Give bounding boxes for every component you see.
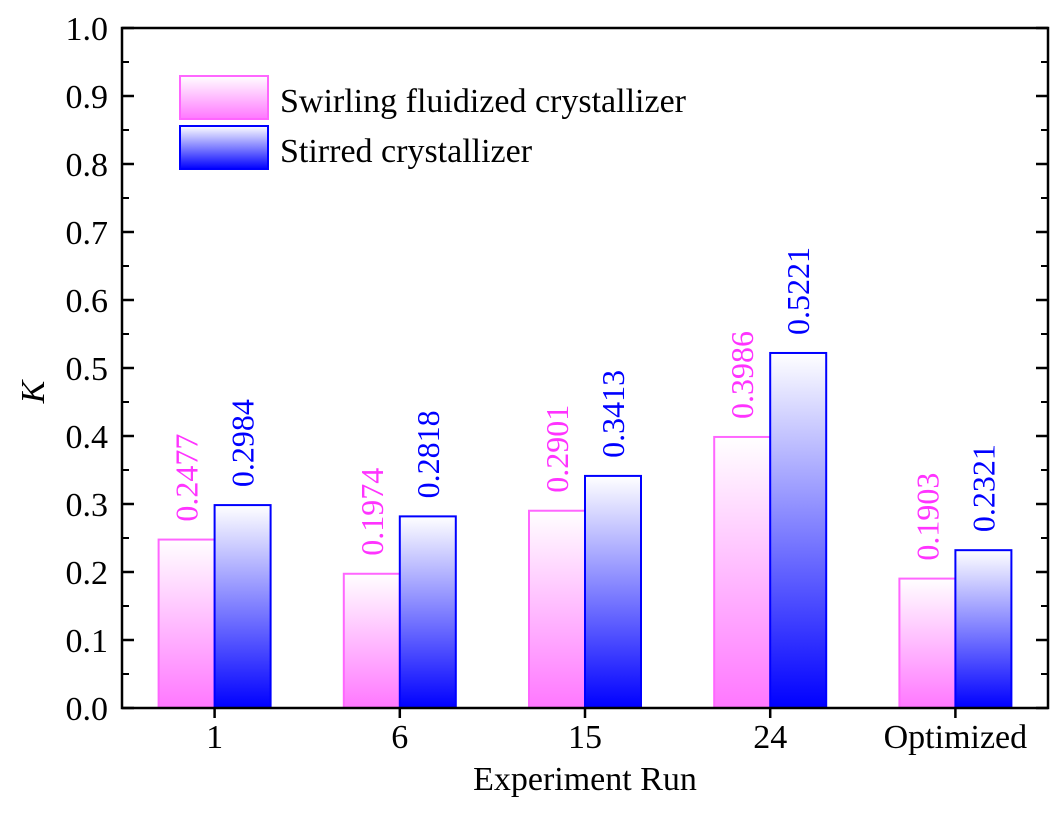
legend-label-stirred: Stirred crystallizer bbox=[280, 133, 533, 170]
x-axis-title: Experiment Run bbox=[473, 761, 697, 798]
y-tick-label: 0.5 bbox=[66, 351, 109, 388]
y-tick-label: 0.3 bbox=[66, 487, 109, 524]
x-tick-label: 15 bbox=[568, 719, 602, 756]
y-tick-label: 0.0 bbox=[66, 691, 109, 728]
bars-group bbox=[157, 351, 1013, 710]
x-tick-label: 6 bbox=[391, 719, 408, 756]
bar-swirling-24 bbox=[713, 435, 772, 709]
data-label: 0.2477 bbox=[169, 434, 205, 522]
y-axis-title: K bbox=[15, 378, 52, 404]
bar-swirling-15 bbox=[528, 509, 586, 709]
y-tick-label: 0.9 bbox=[66, 79, 109, 116]
data-labels-group: 0.2477 0.2984 0.1974 0.2818 0.2901 0.3413 0.39… bbox=[169, 247, 1002, 561]
y-tick-label: 1.0 bbox=[66, 11, 109, 48]
data-label: 0.2984 bbox=[225, 399, 261, 487]
data-label: 0.5221 bbox=[780, 247, 816, 335]
legend-swatch-swirling bbox=[179, 75, 269, 120]
bar-stirred-6 bbox=[398, 515, 457, 709]
bar-stirred-optimized bbox=[954, 549, 1013, 709]
x-tick-label: 1 bbox=[206, 719, 223, 756]
data-label: 0.1974 bbox=[354, 468, 390, 556]
legend-swatch-stirred bbox=[179, 125, 269, 170]
bar-stirred-24 bbox=[769, 351, 828, 709]
bar-swirling-1 bbox=[157, 538, 216, 710]
data-label: 0.3413 bbox=[595, 370, 631, 458]
y-axis: 0.0 0.1 0.2 0.3 0.4 0.5 0.6 0.7 0.8 0.9 1.0 bbox=[66, 11, 1048, 728]
data-label: 0.1903 bbox=[909, 473, 945, 561]
data-label: 0.2901 bbox=[539, 405, 575, 493]
legend: Swirling fluidized crystallizer Stirred … bbox=[179, 75, 687, 170]
y-tick-label: 0.6 bbox=[66, 283, 109, 320]
bar-swirling-6 bbox=[342, 572, 401, 709]
legend-label-swirling: Swirling fluidized crystallizer bbox=[280, 83, 687, 120]
data-label: 0.3986 bbox=[724, 331, 760, 419]
x-tick-label: 24 bbox=[753, 719, 787, 756]
x-axis: 1 6 15 24 Optimized bbox=[206, 708, 1027, 756]
y-tick-label: 0.1 bbox=[66, 623, 109, 660]
y-tick-label: 0.4 bbox=[66, 419, 109, 456]
bar-swirling-optimized bbox=[898, 577, 957, 710]
data-label: 0.2818 bbox=[410, 410, 446, 498]
x-tick-label: Optimized bbox=[884, 719, 1028, 756]
data-label: 0.2321 bbox=[965, 444, 1001, 532]
y-tick-label: 0.2 bbox=[66, 555, 109, 592]
bar-stirred-15 bbox=[584, 474, 642, 709]
y-tick-label: 0.8 bbox=[66, 147, 109, 184]
y-tick-label: 0.7 bbox=[66, 215, 109, 252]
bar-stirred-1 bbox=[213, 504, 272, 710]
